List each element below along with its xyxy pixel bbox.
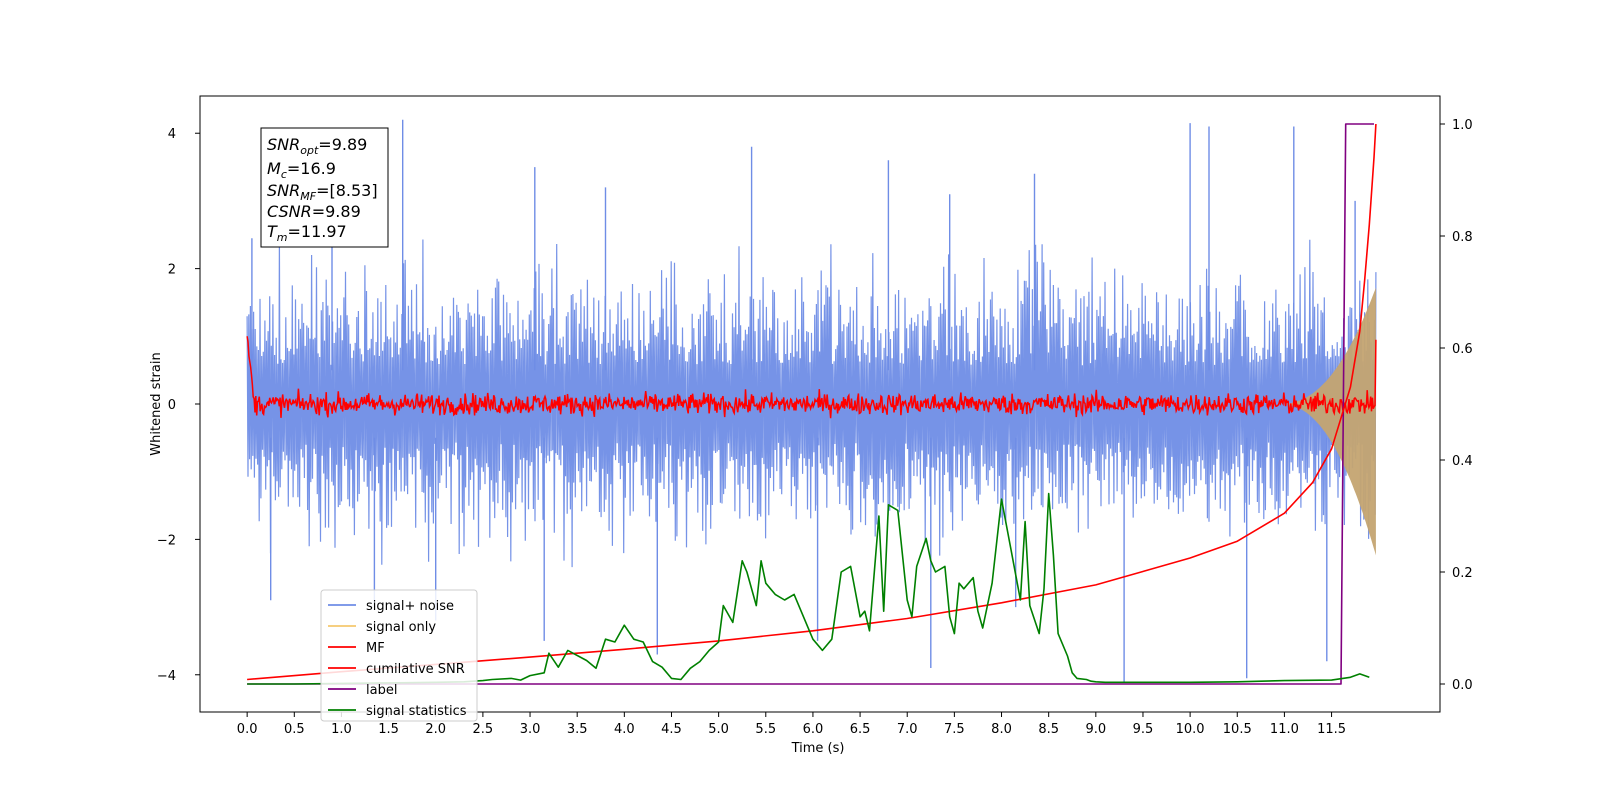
series-signal-only bbox=[1284, 287, 1376, 556]
info-csnr: CSNR=9.89 bbox=[267, 202, 361, 221]
y2-tick-label: 1.0 bbox=[1452, 118, 1473, 133]
info-tm: Tm=11.97 bbox=[267, 222, 347, 244]
x-tick-label: 4.5 bbox=[661, 722, 682, 737]
y2-tick-label: 0.6 bbox=[1452, 342, 1473, 357]
x-tick-label: 9.5 bbox=[1133, 722, 1154, 737]
x-tick-label: 2.5 bbox=[473, 722, 494, 737]
info-snr-mf: SNRMF=[8.53] bbox=[267, 181, 378, 203]
series-signal-noise-spikes bbox=[251, 119, 1356, 682]
x-tick-label: 6.0 bbox=[803, 722, 824, 737]
y2-tick-label: 0.0 bbox=[1452, 678, 1473, 693]
y2-tick-label: 0.8 bbox=[1452, 230, 1473, 245]
x-tick-label: 11.5 bbox=[1317, 722, 1346, 737]
x-tick-label: 5.0 bbox=[708, 722, 729, 737]
y-axis-left: −4 −2 0 2 4 bbox=[157, 127, 200, 684]
x-tick-label: 6.5 bbox=[850, 722, 871, 737]
info-box-frame bbox=[260, 127, 389, 248]
x-tick-label: 1.0 bbox=[331, 722, 352, 737]
x-tick-label: 9.0 bbox=[1085, 722, 1106, 737]
y-tick-label: 2 bbox=[168, 263, 176, 278]
y-tick-label: −2 bbox=[157, 533, 176, 548]
x-tick-label: 10.5 bbox=[1223, 722, 1252, 737]
y-tick-label: −4 bbox=[157, 669, 176, 684]
x-tick-label: 4.0 bbox=[614, 722, 635, 737]
x-axis: 0.0 0.5 1.0 1.5 2.0 2.5 3.0 3.5 4.0 4.5 5.0 5.5 6.0 6… bbox=[237, 712, 1346, 737]
y2-tick-label: 0.4 bbox=[1452, 454, 1473, 469]
legend-frame bbox=[320, 589, 478, 722]
y-tick-label: 0 bbox=[168, 398, 176, 413]
x-tick-label: 7.0 bbox=[897, 722, 918, 737]
y-tick-label: 4 bbox=[168, 127, 176, 142]
legend: signal+ noise signal only MF cumilative SNR… bbox=[320, 589, 478, 722]
x-tick-label: 8.0 bbox=[991, 722, 1012, 737]
legend-label-signal-only: signal only bbox=[366, 620, 436, 635]
series-layer bbox=[246, 119, 1377, 685]
y2-tick-label: 0.2 bbox=[1452, 566, 1473, 581]
series-cumilative-snr bbox=[247, 123, 1377, 681]
series-mf bbox=[246, 336, 1377, 419]
x-tick-label: 10.0 bbox=[1176, 722, 1205, 737]
x-tick-label: 7.5 bbox=[944, 722, 965, 737]
x-tick-label: 8.5 bbox=[1038, 722, 1059, 737]
x-tick-label: 3.0 bbox=[520, 722, 541, 737]
legend-label-mf: MF bbox=[366, 641, 385, 656]
x-tick-label: 3.5 bbox=[567, 722, 588, 737]
legend-label-signal-noise: signal+ noise bbox=[366, 599, 454, 614]
x-tick-label: 2.0 bbox=[425, 722, 446, 737]
x-tick-label: 0.0 bbox=[237, 722, 258, 737]
y-axis-right: 0.0 0.2 0.4 0.6 0.8 1.0 bbox=[1440, 118, 1473, 693]
x-axis-label: Time (s) bbox=[791, 741, 845, 756]
x-tick-label: 0.5 bbox=[284, 722, 305, 737]
info-box: SNRopt=9.89 Mc=16.9 SNRMF=[8.53] CSNR=9.… bbox=[260, 127, 389, 248]
series-label bbox=[247, 123, 1374, 685]
x-tick-label: 11.0 bbox=[1270, 722, 1299, 737]
legend-label-signal-statistics: signal statistics bbox=[366, 704, 467, 719]
x-tick-label: 5.5 bbox=[755, 722, 776, 737]
series-signal-statistics bbox=[247, 492, 1370, 685]
legend-label-label: label bbox=[366, 683, 397, 698]
x-tick-label: 1.5 bbox=[378, 722, 399, 737]
info-mc: Mc=16.9 bbox=[267, 159, 336, 181]
y-axis-label: Whitened strain bbox=[149, 352, 164, 455]
legend-label-cumilative-snr: cumilative SNR bbox=[366, 662, 465, 677]
info-snr-opt: SNRopt=9.89 bbox=[267, 135, 367, 157]
